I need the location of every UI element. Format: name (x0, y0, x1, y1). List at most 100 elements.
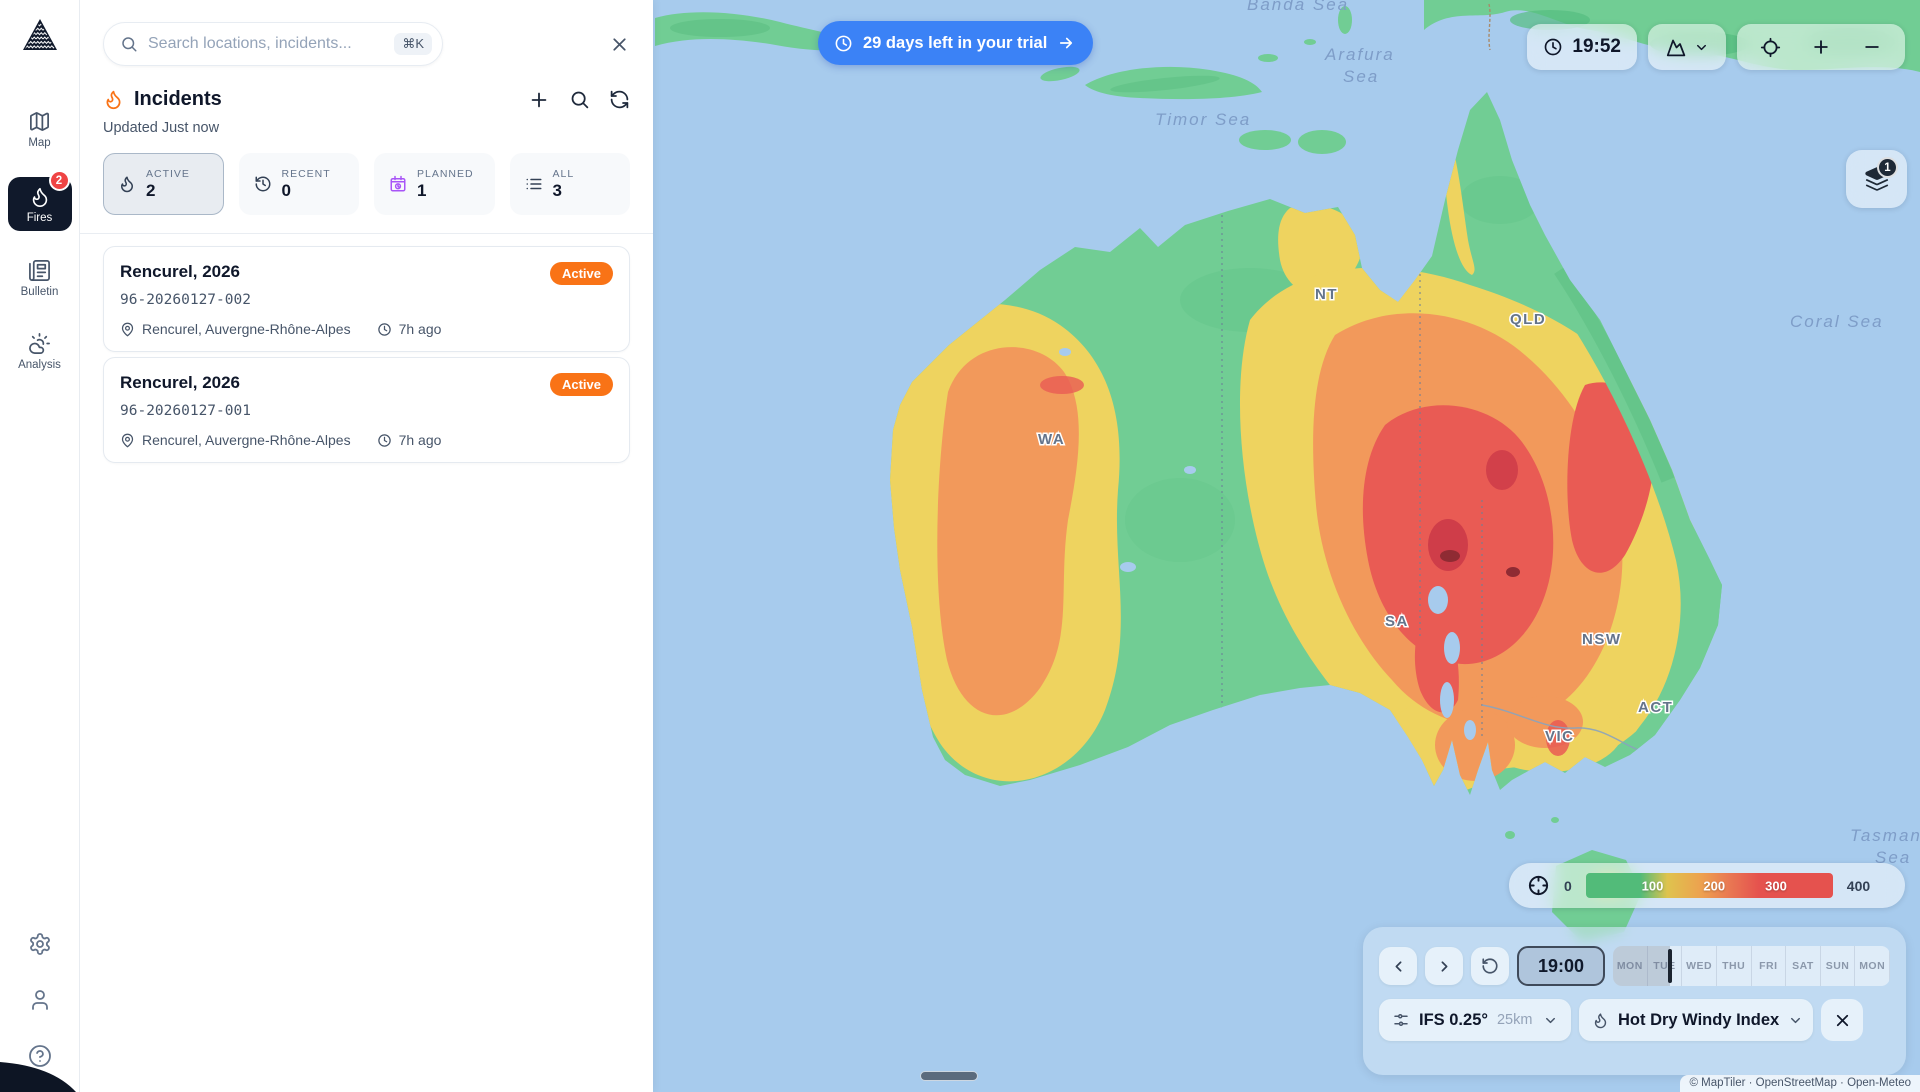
locate-icon[interactable] (1760, 37, 1781, 58)
refresh-button[interactable] (609, 89, 630, 110)
tab-recent[interactable]: RECENT 0 (238, 153, 359, 215)
search-incidents-button[interactable] (569, 89, 590, 110)
tab-label: ALL (552, 167, 575, 180)
map-attribution: © MapTiler · OpenStreetMap · Open-Meteo (1680, 1075, 1920, 1092)
fires-count-badge: 2 (48, 170, 70, 191)
timeline-time-button[interactable]: 19:00 (1517, 946, 1605, 986)
day-cell[interactable]: MON (1613, 946, 1648, 986)
tab-all[interactable]: ALL 3 (509, 153, 630, 215)
sea-label-coral: Coral Sea (1790, 312, 1884, 331)
incident-title: Rencurel, 2026 (120, 262, 241, 281)
last-updated-text: Updated Just now (103, 120, 220, 136)
incident-id: 96-20260127-001 (120, 403, 251, 419)
trial-banner[interactable]: 29 days left in your trial (818, 21, 1094, 65)
divider (80, 233, 653, 234)
map-pin-icon (120, 322, 135, 337)
help-icon[interactable] (28, 1044, 52, 1068)
day-cell[interactable]: SUN (1821, 946, 1856, 986)
newspaper-icon (28, 259, 51, 282)
day-cell[interactable]: MON (1855, 946, 1890, 986)
keyboard-shortcut-badge: ⌘K (394, 33, 432, 55)
state-labels: NT QLD WA SA NSW ACT VIC (1037, 285, 1674, 747)
model-select[interactable]: IFS 0.25° 25km (1379, 999, 1571, 1041)
step-back-button[interactable] (1379, 947, 1417, 985)
chevron-down-icon (1788, 1013, 1803, 1028)
sea-labels: Banda Sea Arafura Sea Timor Sea Coral Se… (1155, 0, 1920, 867)
model-resolution: 25km (1496, 1012, 1533, 1028)
day-cell[interactable]: THU (1717, 946, 1752, 986)
svg-text:Sea: Sea (1875, 848, 1911, 867)
status-badge: Active (549, 262, 613, 285)
zoom-in-button[interactable] (1811, 37, 1831, 57)
state-borders (1221, 215, 1483, 765)
terrain-style-button[interactable] (1648, 24, 1726, 70)
timeline-playhead[interactable] (1668, 949, 1672, 983)
day-cell[interactable]: WED (1682, 946, 1717, 986)
tab-label: ACTIVE (146, 167, 190, 180)
timeline-close-button[interactable] (1821, 999, 1863, 1041)
add-incident-button[interactable] (528, 89, 550, 111)
state-label-act: ACT (1638, 699, 1673, 716)
state-label-nt: NT (1315, 286, 1338, 303)
tab-planned[interactable]: PLANNED 1 (374, 153, 495, 215)
sea-label-tasman: Tasman (1850, 826, 1920, 845)
sidebar-bottom (28, 932, 52, 1068)
index-layer-select[interactable]: Hot Dry Windy Index (1579, 999, 1813, 1041)
state-label-vic: VIC (1545, 728, 1575, 745)
step-forward-button[interactable] (1425, 947, 1463, 985)
cloud-sun-icon (28, 332, 51, 355)
app-logo[interactable] (22, 18, 58, 52)
model-name: IFS 0.25° (1419, 1010, 1488, 1029)
user-profile-icon[interactable] (28, 988, 52, 1012)
flame-icon (118, 175, 136, 193)
search-input[interactable] (148, 35, 395, 53)
sidebar-item-map[interactable]: Map (8, 104, 72, 155)
status-badge: Active (549, 373, 613, 396)
index-legend: 0 100 200 300 400 (1509, 863, 1905, 908)
incident-title: Rencurel, 2026 (120, 373, 241, 392)
timeline-panel: 19:00 MON TUE WED THU FRI SAT SUN MON (1363, 927, 1906, 1075)
state-label-nsw: NSW (1582, 631, 1622, 648)
drag-handle[interactable] (920, 1071, 978, 1081)
layers-button[interactable]: 1 (1846, 150, 1907, 208)
tab-label: PLANNED (417, 167, 474, 180)
search-bar[interactable]: ⌘K (103, 22, 443, 66)
sidebar-item-label: Map (28, 137, 51, 149)
legend-max: 400 (1846, 877, 1871, 894)
settings-gear-icon[interactable] (28, 932, 52, 956)
incident-card[interactable]: Rencurel, 2026 Active 96-20260127-001 Re… (103, 357, 630, 463)
map-zoom-controls (1737, 24, 1905, 70)
map-canvas[interactable]: Banda Sea Arafura Sea Timor Sea Coral Se… (653, 0, 1920, 1092)
basemap-svg: Banda Sea Arafura Sea Timor Sea Coral Se… (653, 0, 1920, 1092)
loop-button[interactable] (1471, 947, 1509, 985)
map-time-display: 19:52 (1527, 24, 1637, 70)
day-cell[interactable]: FRI (1752, 946, 1787, 986)
sidebar-item-fires[interactable]: 2 Fires (7, 170, 72, 231)
timeline-day-strip[interactable]: MON TUE WED THU FRI SAT SUN MON (1613, 946, 1890, 986)
clock-icon (377, 433, 392, 448)
page-title: Incidents (134, 88, 222, 110)
incident-card[interactable]: Rencurel, 2026 Active 96-20260127-002 Re… (103, 246, 630, 352)
incident-list: Rencurel, 2026 Active 96-20260127-002 Re… (103, 246, 630, 463)
timeline-elapsed (1613, 946, 1670, 986)
day-cell[interactable]: SAT (1786, 946, 1821, 986)
flame-icon (29, 186, 51, 208)
tab-active[interactable]: ACTIVE 2 (103, 153, 224, 215)
incident-age: 7h ago (398, 432, 442, 448)
panel-close-icon[interactable] (609, 34, 630, 55)
sidebar-item-analysis[interactable]: Analysis (8, 326, 72, 377)
tab-count: 2 (146, 180, 156, 200)
crosshair-icon (1527, 874, 1550, 897)
trial-banner-text: 29 days left in your trial (863, 33, 1048, 52)
calendar-clock-icon (389, 175, 407, 193)
map-icon (28, 110, 51, 133)
tab-count: 3 (552, 180, 562, 200)
arrow-right-icon (1057, 34, 1075, 52)
clock-icon (377, 322, 392, 337)
index-layer-name: Hot Dry Windy Index (1618, 1010, 1780, 1029)
sidebar-item-bulletin[interactable]: Bulletin (8, 253, 72, 304)
zoom-out-button[interactable] (1862, 37, 1882, 57)
clock-icon (1543, 37, 1563, 57)
incident-location: Rencurel, Auvergne-Rhône-Alpes (142, 321, 351, 337)
